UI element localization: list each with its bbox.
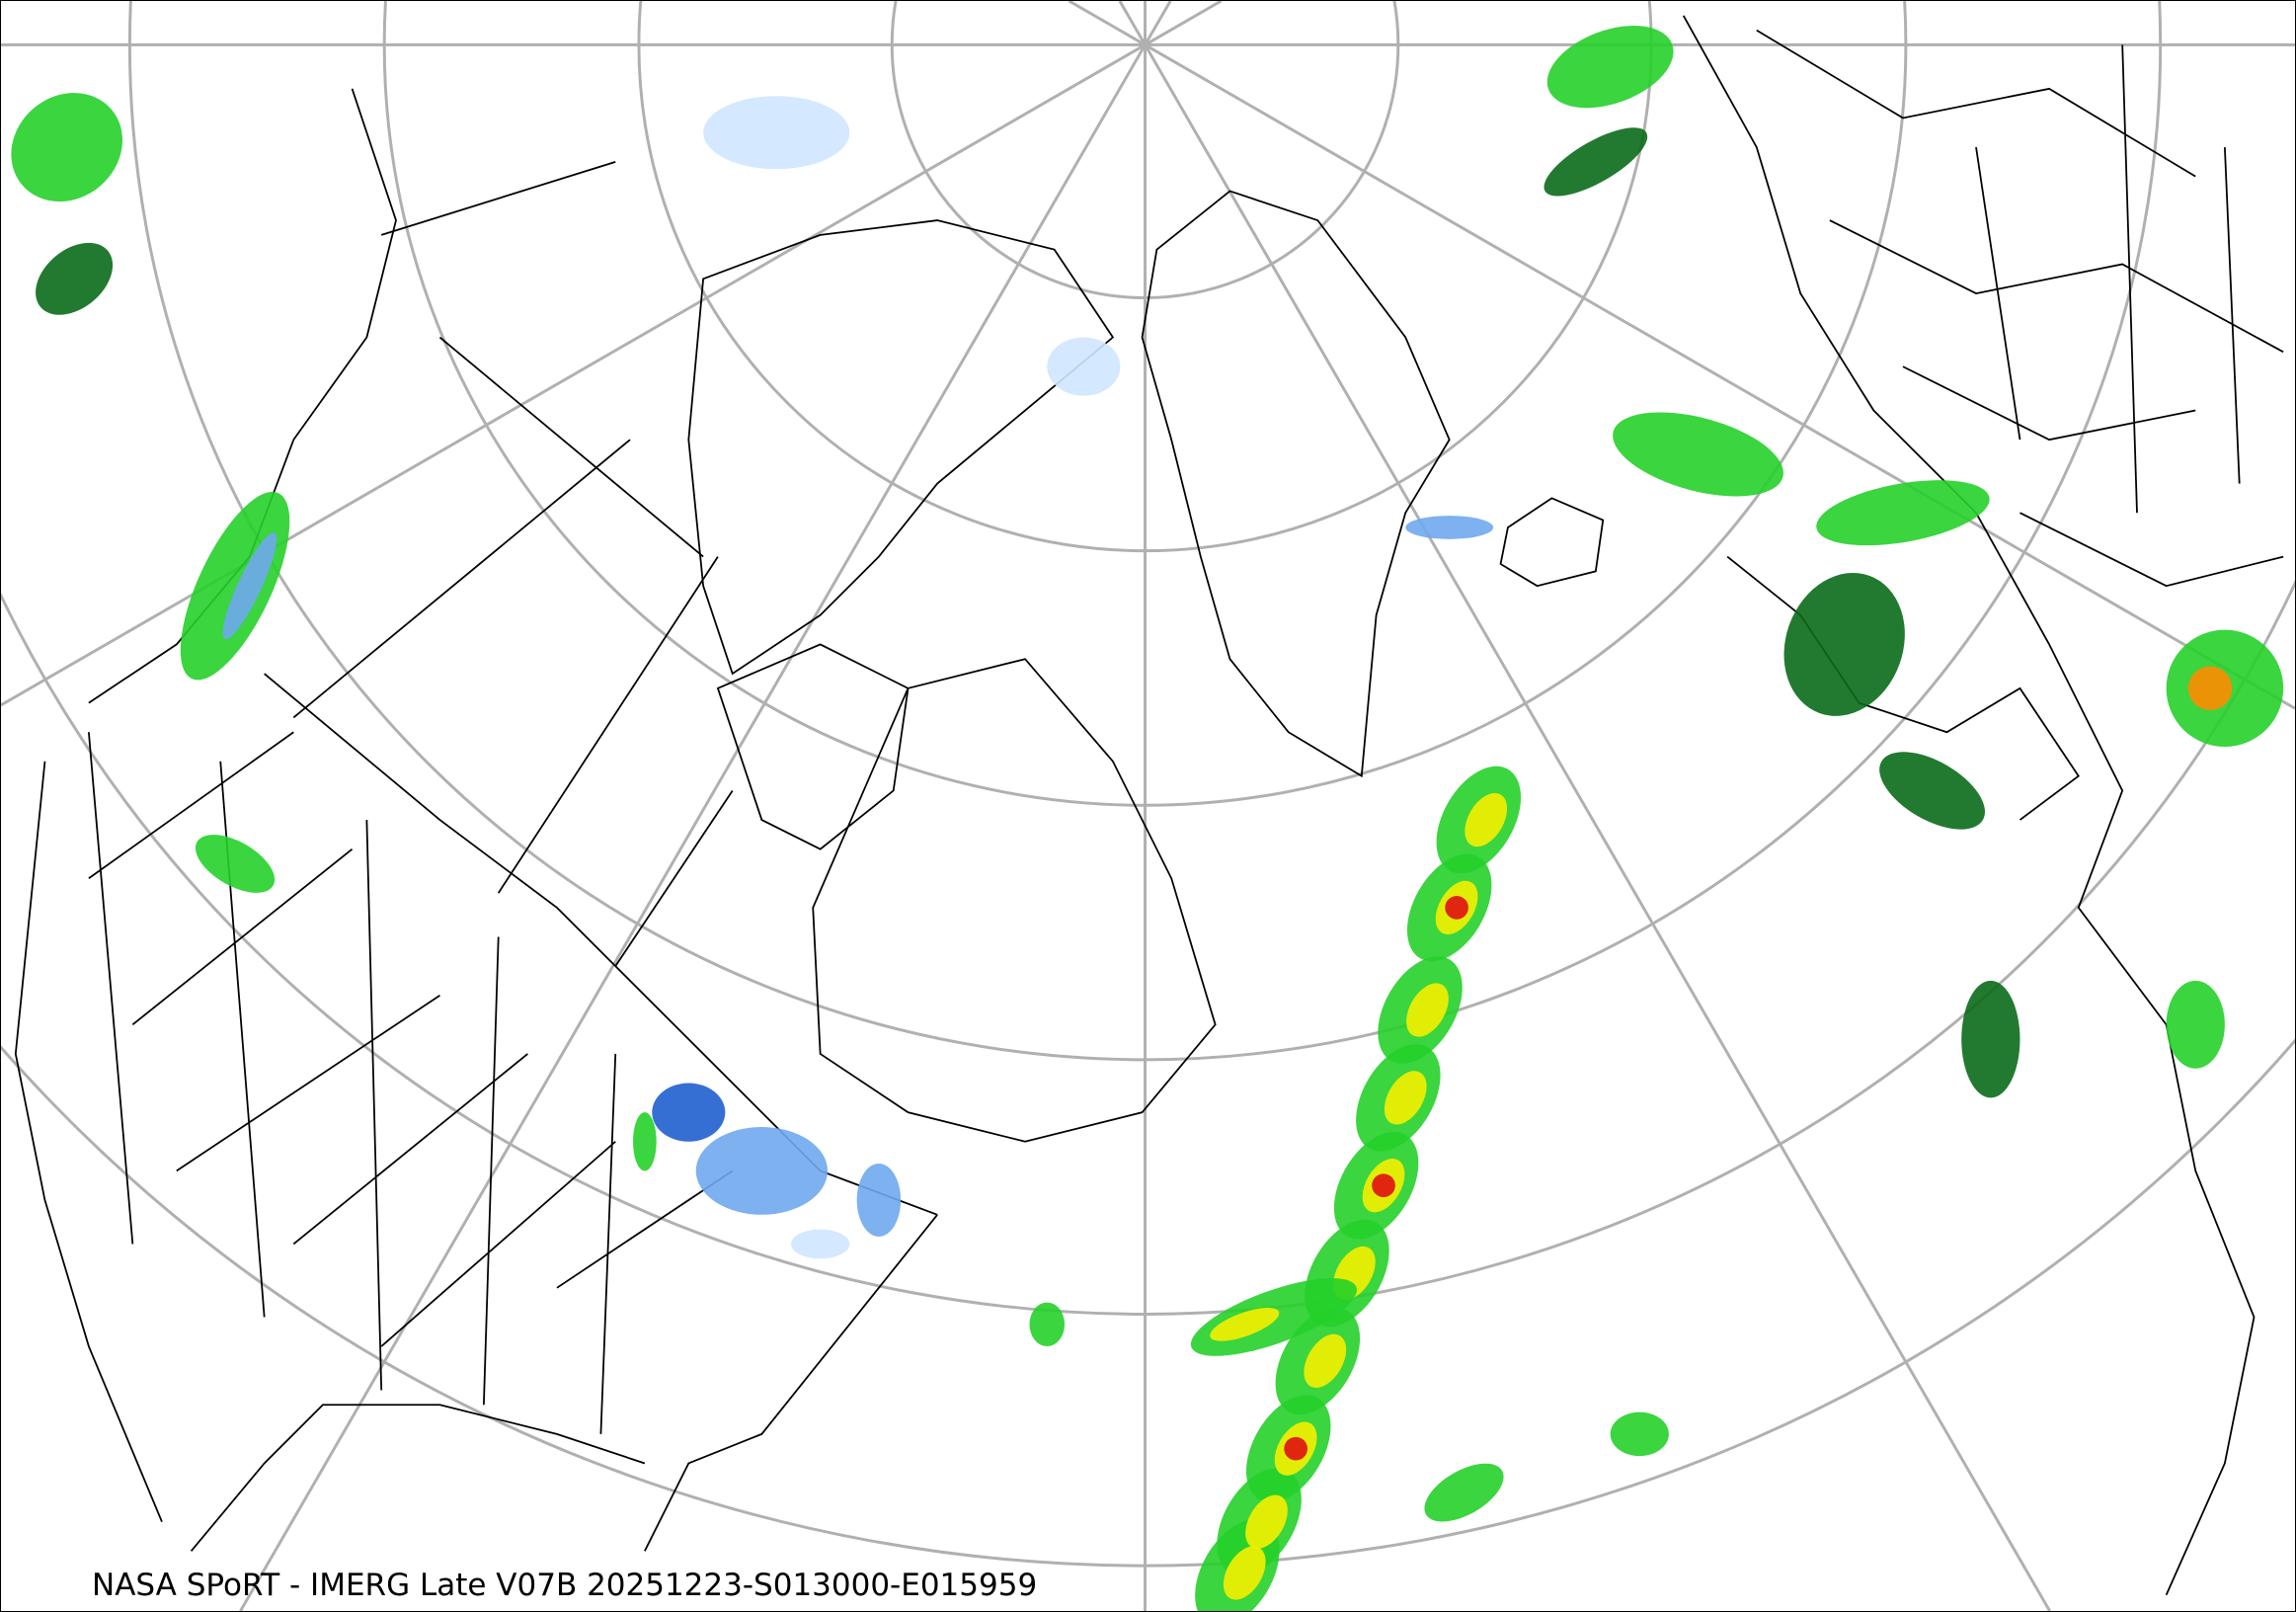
rain-atlantic-cell [1610,1411,1669,1457]
us-canada-border [264,673,938,1216]
iceland-outline [1499,497,1605,588]
rain-band-heavy [1245,1494,1288,1549]
rain-north-sea [1613,412,1783,497]
snow-ny [856,1163,902,1237]
rain-norway [1544,127,1648,197]
rain-pacific-nw [195,835,276,893]
rain-band-heavy [1384,1071,1427,1125]
us-east-coast [644,1214,938,1552]
rain-band-extreme [1284,1436,1307,1461]
snow-arctic [1047,337,1121,396]
latitude-circle [1,579,2295,1316]
us-state-lines [88,731,734,1434]
meridian-line [1118,1,1147,46]
hudson-bay-outline [716,643,910,850]
meridian-line [1068,1,1147,46]
meridian-line [1144,43,2295,710]
rain-africa [1961,980,2020,1098]
rain-north-sea [1816,480,1990,546]
labrador-quebec-outline [812,658,1217,1143]
pacific-coast [14,761,163,1523]
snow-great-lakes [695,1126,829,1215]
snow-arctic [703,96,850,170]
rain-atlantic-cell [1424,1463,1504,1522]
rain-band-heavy [1406,983,1449,1037]
meridian-line [239,43,1147,1611]
rain-atlantic-cell [1029,1302,1066,1347]
meridian-line [1144,1,1223,46]
rain-band-heavy [1465,792,1508,847]
rain-pacific [11,93,122,202]
rain-band-heavy [1223,1546,1266,1600]
rain-africa [2166,980,2225,1069]
rain-pacific [36,242,114,315]
greenland-outline [1141,190,1451,778]
map-caption: NASA SPoRT - IMERG Late V07B 20251223-S0… [92,1568,1038,1603]
meridian-line [1144,43,2051,1611]
meridian-line [1,43,1147,707]
rain-med-heavy [2187,666,2233,711]
rain-band-heavy [1304,1333,1347,1388]
snow-greenland [1405,516,1494,539]
meridian-line [1144,1,1172,46]
snow-bc-coast [222,532,277,640]
rain-norway [1546,26,1674,109]
canada-arctic-outline [687,219,1115,676]
alaska-bc-coast [88,88,397,704]
europe-coast [1682,15,2256,1596]
rain-lake-michigan [633,1112,657,1171]
rain-biscay [1879,752,1986,830]
rain-band-extreme [1445,896,1468,920]
rain-band-extreme [1372,1173,1395,1198]
rain-cell [1210,1307,1280,1341]
rain-uk [1783,572,1905,716]
europe-borders [1756,29,2284,588]
gulf-coast [190,1404,646,1552]
snow-great-lakes [652,1083,726,1142]
snow-ohio [791,1229,850,1259]
political-borders [14,15,2284,1596]
precipitation-layer [11,26,2284,1611]
rain-bc-coast [180,491,290,681]
canada-province-lines [292,161,734,967]
